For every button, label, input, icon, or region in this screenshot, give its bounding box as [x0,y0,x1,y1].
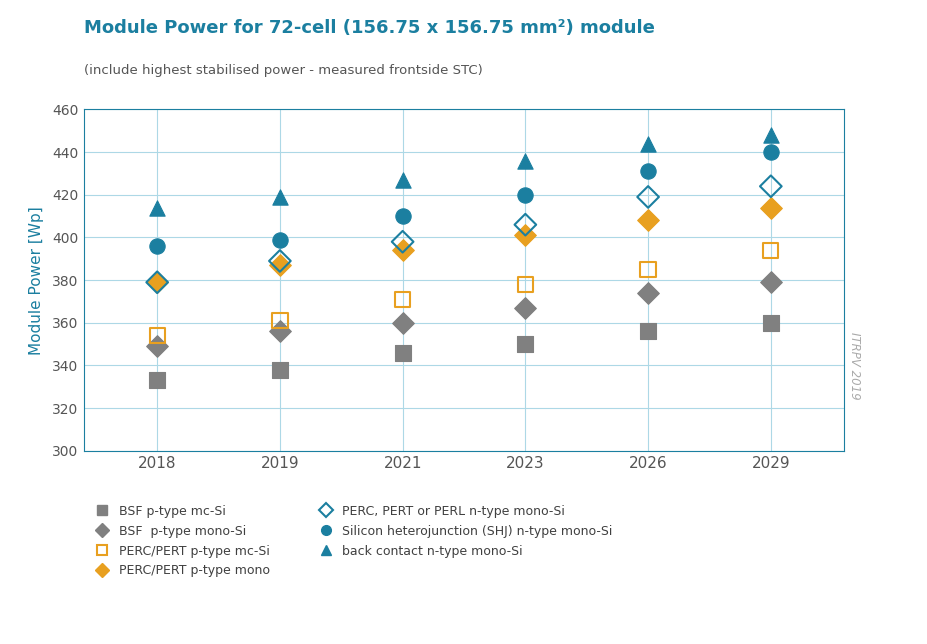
Text: Module Power for 72-cell (156.75 x 156.75 mm²) module: Module Power for 72-cell (156.75 x 156.7… [83,19,654,37]
Point [763,181,778,191]
Point [273,256,287,266]
Point [763,317,778,328]
Legend: BSF p-type mc-Si, BSF  p-type mono-Si, PERC/PERT p-type mc-Si, PERC/PERT p-type : BSF p-type mc-Si, BSF p-type mono-Si, PE… [90,505,612,578]
Point [517,303,532,313]
Point [273,316,287,326]
Point [395,294,410,305]
Point [149,375,164,386]
Point [149,241,164,251]
Point [395,236,410,247]
Point [149,277,164,287]
Point [517,279,532,290]
Point [763,277,778,287]
Point [273,260,287,270]
Point [149,341,164,352]
Point [517,190,532,200]
Text: ITRPV 2019: ITRPV 2019 [847,332,860,399]
Point [640,192,654,202]
Point [273,234,287,245]
Point [640,138,654,149]
Point [763,245,778,256]
Point [273,192,287,202]
Point [273,327,287,337]
Point [395,348,410,358]
Point [395,175,410,185]
Point [640,264,654,274]
Point [517,339,532,349]
Point [517,230,532,240]
Point [149,277,164,287]
Point [517,220,532,230]
Point [640,288,654,298]
Point [395,245,410,256]
Point [763,202,778,213]
Point [149,202,164,213]
Point [395,211,410,222]
Point [640,327,654,337]
Point [640,166,654,176]
Text: (include highest stabilised power - measured frontside STC): (include highest stabilised power - meas… [83,64,482,77]
Point [517,156,532,166]
Point [395,317,410,328]
Point [273,365,287,375]
Point [763,147,778,157]
Point [149,330,164,341]
Point [640,215,654,225]
Point [763,130,778,140]
Y-axis label: Module Power [Wp]: Module Power [Wp] [29,206,44,354]
